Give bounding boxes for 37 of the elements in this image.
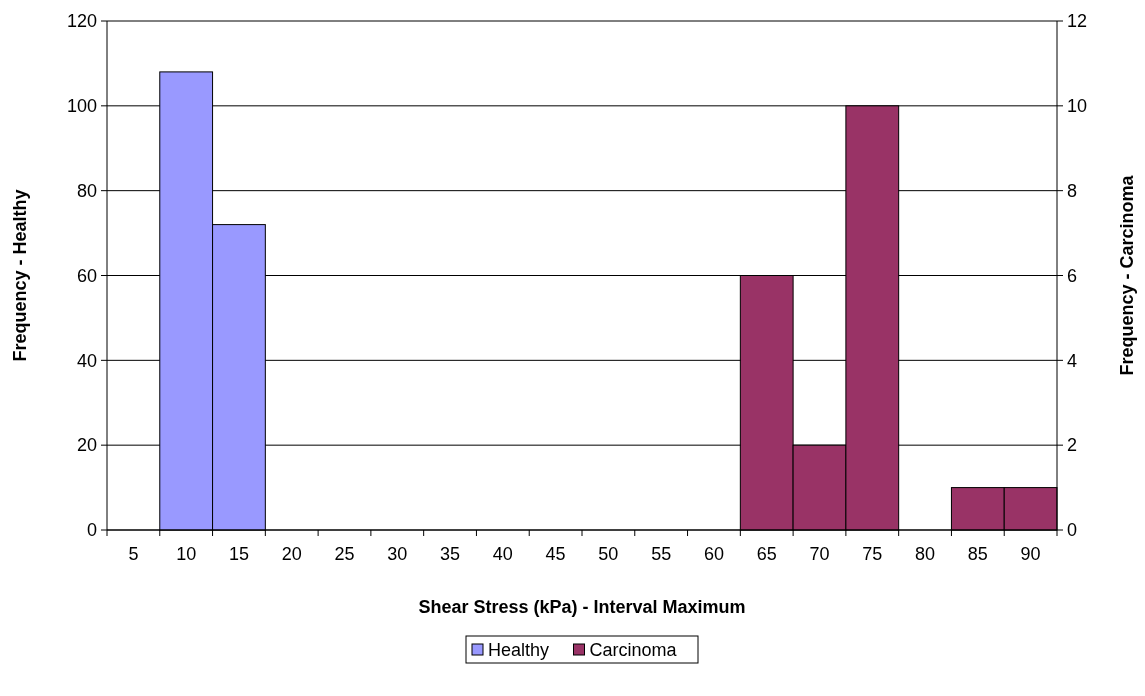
x-tick-label: 80 — [915, 544, 936, 564]
x-tick-label: 60 — [703, 544, 724, 564]
x-tick-label: 90 — [1020, 544, 1041, 564]
x-tick-label: 10 — [176, 544, 197, 564]
x-tick-label: 20 — [281, 544, 302, 564]
x-tick-label: 40 — [492, 544, 513, 564]
y-tick-label: 0 — [86, 520, 97, 541]
x-tick-label: 30 — [387, 544, 408, 564]
x-tick-label: 85 — [967, 544, 988, 564]
x-tick-label: 25 — [334, 544, 355, 564]
y2-tick-label: 0 — [1067, 520, 1078, 541]
x-tick-label: 5 — [128, 544, 139, 564]
y2-tick-label: 2 — [1067, 435, 1078, 456]
y-tick-label: 100 — [66, 96, 97, 117]
x-tick-label: 45 — [545, 544, 566, 564]
legend-label: Carcinoma — [589, 640, 678, 661]
y2-axis-title: Frequency - Carcinoma — [1117, 174, 1137, 376]
x-tick-label: 50 — [598, 544, 619, 564]
y-tick-label: 80 — [76, 180, 97, 201]
x-tick-label: 15 — [228, 544, 249, 564]
y2-tick-label: 4 — [1067, 350, 1078, 371]
x-tick-label: 55 — [651, 544, 672, 564]
y-tick-label: 20 — [76, 435, 97, 456]
x-tick-label: 70 — [809, 544, 830, 564]
x-axis-title: Shear Stress (kPa) - Interval Maximum — [418, 597, 746, 617]
y-tick-label: 60 — [76, 265, 97, 286]
y2-tick-label: 8 — [1067, 180, 1078, 201]
x-tick-label: 75 — [862, 544, 883, 564]
x-tick-label: 35 — [440, 544, 461, 564]
y2-tick-label: 6 — [1067, 265, 1078, 286]
y-tick-label: 120 — [66, 11, 97, 32]
y2-tick-label: 10 — [1067, 96, 1088, 117]
x-tick-label: 65 — [756, 544, 777, 564]
y-tick-label: 40 — [76, 350, 97, 371]
y-axis-title: Frequency - Healthy — [10, 189, 30, 362]
y2-tick-label: 12 — [1067, 11, 1088, 32]
legend-label: Healthy — [488, 640, 550, 661]
